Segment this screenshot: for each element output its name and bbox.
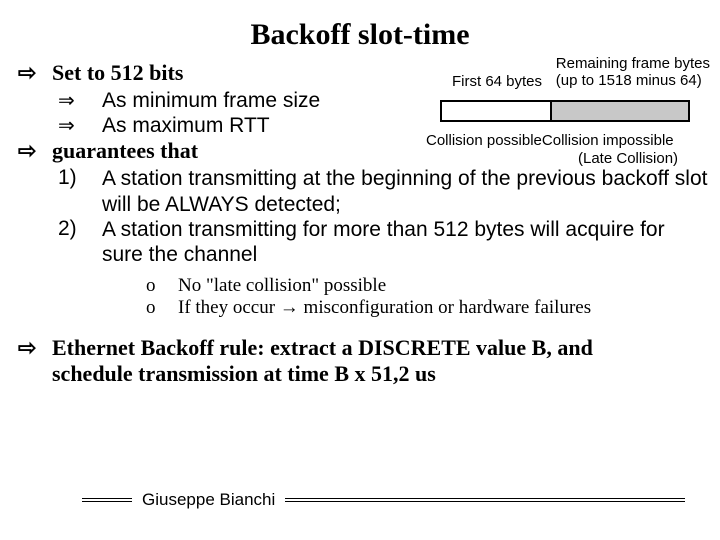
- footer-line-left: [82, 498, 132, 502]
- note-1-text: No "late collision" possible: [178, 275, 386, 297]
- bullet-3: ⇨ Ethernet Backoff rule: extract a DISCR…: [18, 335, 708, 387]
- guarantee-2-text: A station transmitting for more than 512…: [102, 217, 708, 267]
- circle-bullet-icon: o: [146, 275, 178, 297]
- bullet-1-text: Set to 512 bits: [52, 60, 183, 86]
- segment-first64: [440, 100, 550, 122]
- collision-possible: Collision possible: [426, 132, 542, 149]
- bullet-1a-text: As minimum frame size: [102, 88, 320, 113]
- footer-line-right: [285, 498, 685, 502]
- num-1: 1): [58, 166, 102, 190]
- num-2: 2): [58, 217, 102, 241]
- collision-labels: Collision possibleCollision impossible: [426, 132, 674, 149]
- bullet-1b-text: As maximum RTT: [102, 113, 270, 138]
- guarantee-1-text: A station transmitting at the beginning …: [102, 166, 708, 216]
- segment-remaining: [550, 100, 690, 122]
- arrow-icon: ⇨: [18, 138, 52, 164]
- arrow-icon: ⇨: [18, 60, 52, 86]
- note-2: o If they occur → misconfiguration or ha…: [18, 297, 708, 319]
- remaining-line1: Remaining frame bytes: [556, 55, 710, 72]
- late-collision-label: (Late Collision): [578, 150, 678, 167]
- bullet-2-text: guarantees that: [52, 138, 198, 164]
- note-1: o No "late collision" possible: [18, 275, 708, 297]
- circle-bullet-icon: o: [146, 297, 178, 319]
- guarantee-1: 1) A station transmitting at the beginni…: [18, 166, 708, 216]
- hollow-arrow-icon: ⇒: [58, 113, 102, 138]
- bullet-3-text: Ethernet Backoff rule: extract a DISCRET…: [52, 335, 672, 387]
- hollow-arrow-icon: ⇒: [58, 88, 102, 113]
- guarantee-2: 2) A station transmitting for more than …: [18, 217, 708, 267]
- slide-footer: Giuseppe Bianchi: [72, 490, 695, 510]
- diagram-label-remaining: Remaining frame bytes (up to 1518 minus …: [556, 56, 710, 89]
- arrow-icon: ⇨: [18, 335, 52, 361]
- note-2-text: If they occur → misconfiguration or hard…: [178, 297, 591, 319]
- diagram-label-first: First 64 bytes: [452, 73, 542, 90]
- frame-bar: [440, 100, 690, 122]
- remaining-line2: (up to 1518 minus 64): [556, 72, 702, 89]
- footer-author: Giuseppe Bianchi: [142, 490, 275, 510]
- slide-title: Backoff slot-time: [0, 0, 720, 60]
- collision-impossible: Collision impossible: [542, 132, 674, 149]
